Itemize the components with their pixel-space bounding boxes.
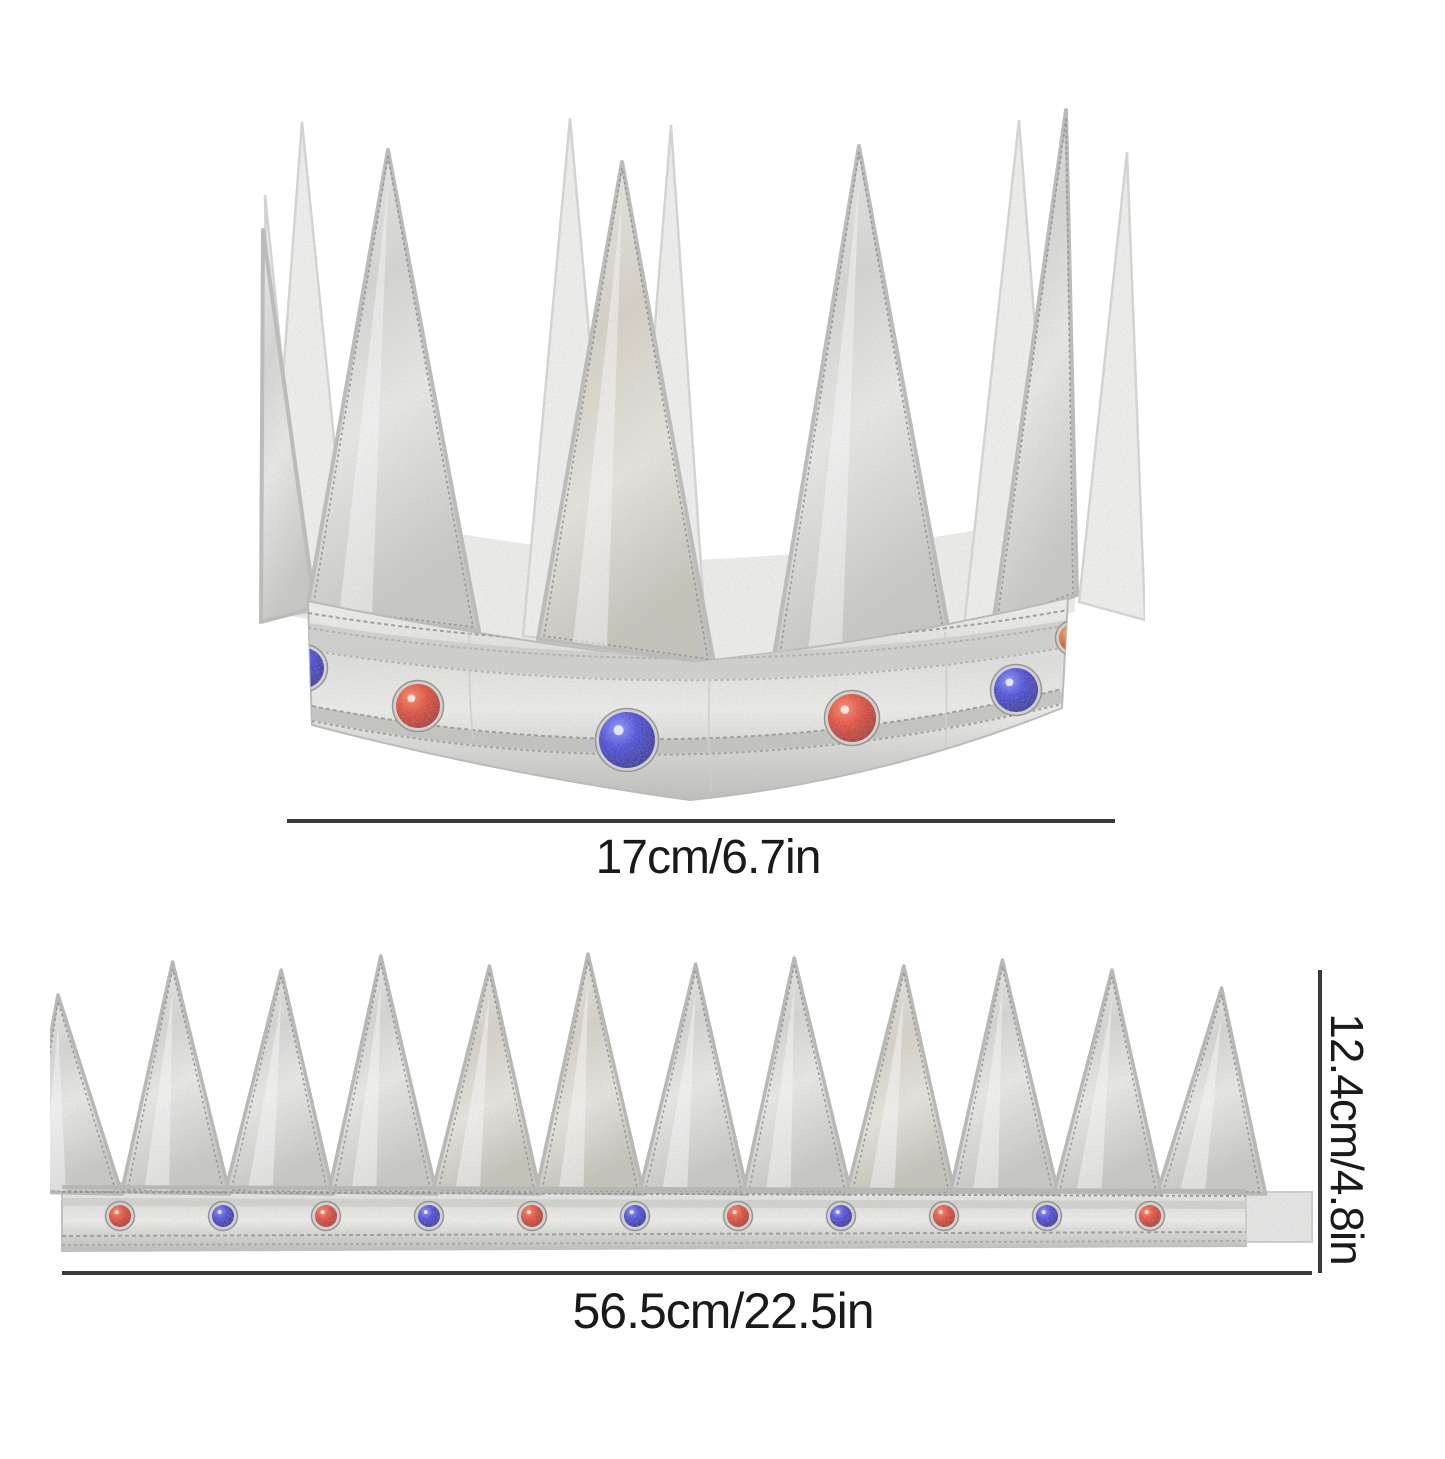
strip-point-stitching bbox=[1059, 976, 1157, 1193]
gem-blue bbox=[418, 1205, 440, 1227]
strip-point bbox=[845, 964, 957, 1196]
gem-blue bbox=[308, 648, 324, 688]
gem-highlight bbox=[840, 705, 850, 714]
strip-point-highlight bbox=[869, 996, 904, 1191]
strip-point-highlight bbox=[558, 984, 588, 1191]
gem-highlight bbox=[613, 725, 624, 736]
gem-highlight bbox=[835, 1210, 840, 1215]
strip-point-highlight bbox=[973, 990, 1003, 1191]
product-photo-crown-flat-strip bbox=[50, 952, 1313, 1253]
gem-blue bbox=[624, 1205, 646, 1227]
strip-point-stitching bbox=[126, 968, 225, 1193]
gem-highlight bbox=[629, 1210, 634, 1215]
gem-highlight bbox=[217, 1210, 222, 1215]
strip-illustration bbox=[50, 952, 1313, 1253]
gem-blue bbox=[1036, 1205, 1058, 1227]
gem-highlight bbox=[1005, 678, 1014, 687]
strip-length-measure-line bbox=[62, 1271, 1312, 1275]
strip-point-highlight bbox=[351, 986, 381, 1191]
strip-point-highlight bbox=[662, 994, 696, 1191]
gem-red bbox=[1139, 1205, 1161, 1227]
strip-point bbox=[948, 958, 1061, 1196]
strip-point bbox=[1052, 968, 1164, 1196]
strip-point-highlight bbox=[1180, 1018, 1222, 1191]
strip-point-highlight bbox=[765, 988, 795, 1191]
strip-point-highlight bbox=[1076, 1000, 1112, 1191]
strip-point-highlight bbox=[144, 992, 173, 1191]
gem-blue bbox=[212, 1205, 234, 1227]
gem-highlight bbox=[407, 694, 416, 703]
gem-highlight bbox=[1144, 1210, 1149, 1215]
strip-point bbox=[534, 952, 646, 1196]
strip-point-highlight bbox=[50, 1025, 66, 1191]
gem-blue bbox=[830, 1205, 852, 1227]
crown-band-gems bbox=[294, 619, 1068, 773]
strip-point-highlight bbox=[247, 1000, 282, 1191]
gem-orange bbox=[1059, 624, 1068, 652]
strip-length-label: 56.5cm/22.5in bbox=[572, 1283, 874, 1339]
strip-point-stitching bbox=[541, 960, 639, 1193]
gem-red bbox=[109, 1205, 131, 1227]
gem-red bbox=[521, 1205, 543, 1227]
strip-fastener-tab bbox=[1245, 1191, 1313, 1243]
gem-red bbox=[828, 694, 876, 742]
gem-red bbox=[315, 1205, 337, 1227]
gem-red bbox=[933, 1205, 955, 1227]
crown-illustration bbox=[259, 108, 1145, 802]
gem-highlight bbox=[294, 657, 301, 664]
strip-point bbox=[223, 968, 335, 1196]
gem-highlight bbox=[938, 1210, 943, 1215]
strip-point bbox=[327, 954, 439, 1196]
gem-highlight bbox=[526, 1210, 531, 1215]
crown-width-label: 17cm/6.7in bbox=[595, 831, 822, 884]
strip-point bbox=[637, 962, 750, 1196]
gem-highlight bbox=[320, 1210, 325, 1215]
strip-point bbox=[741, 956, 853, 1196]
gem-blue bbox=[994, 668, 1038, 712]
strip-height-label: 12.4cm/4.8in bbox=[1321, 1013, 1373, 1265]
gem-blue bbox=[599, 712, 655, 768]
strip-points bbox=[50, 952, 1268, 1196]
strip-height-measure-line bbox=[1318, 970, 1322, 1273]
gem-red bbox=[727, 1205, 749, 1227]
gem-highlight bbox=[423, 1210, 428, 1215]
product-photo-crown-assembled bbox=[259, 108, 1145, 802]
gem-highlight bbox=[732, 1210, 737, 1215]
strip-point-stitching bbox=[437, 972, 536, 1193]
gem-red bbox=[396, 684, 440, 728]
strip-point-stitching bbox=[644, 970, 743, 1193]
strip-point bbox=[430, 964, 543, 1196]
crown-front-points bbox=[259, 108, 1079, 665]
gem-highlight bbox=[114, 1210, 119, 1215]
gem-highlight bbox=[1041, 1210, 1046, 1215]
strip-point-highlight bbox=[455, 996, 490, 1191]
strip-point bbox=[119, 960, 232, 1196]
strip-point-stitching bbox=[230, 976, 329, 1193]
strip-band-gems bbox=[104, 1200, 1166, 1232]
strip-point-stitching bbox=[333, 962, 432, 1193]
crown-band bbox=[294, 596, 1070, 802]
crown-width-measure-line bbox=[287, 819, 1115, 823]
